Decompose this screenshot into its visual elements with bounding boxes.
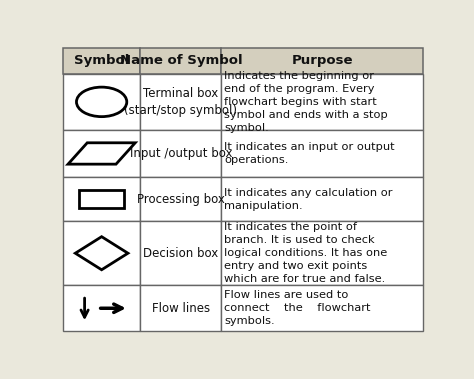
Bar <box>221 177 423 221</box>
Text: It indicates the point of
branch. It is used to check
logical conditions. It has: It indicates the point of branch. It is … <box>224 222 388 284</box>
Bar <box>63 285 140 332</box>
Text: It indicates any calculation or
manipulation.: It indicates any calculation or manipula… <box>224 188 393 211</box>
Text: Name of Symbol: Name of Symbol <box>119 55 242 67</box>
Bar <box>221 221 423 285</box>
Bar <box>221 74 423 130</box>
Bar <box>221 49 423 74</box>
Bar <box>63 221 140 285</box>
Bar <box>221 130 423 177</box>
Text: Input /output box: Input /output box <box>129 147 232 160</box>
Text: Processing box: Processing box <box>137 193 225 205</box>
Text: Purpose: Purpose <box>292 55 353 67</box>
Text: It indicates an input or output
operations.: It indicates an input or output operatio… <box>224 142 395 165</box>
Bar <box>221 285 423 332</box>
Bar <box>140 221 221 285</box>
Text: Indicates the beginning or
end of the program. Every
flowchart begins with start: Indicates the beginning or end of the pr… <box>224 71 388 133</box>
Bar <box>140 49 221 74</box>
Bar <box>63 130 140 177</box>
Bar <box>140 285 221 332</box>
Bar <box>140 74 221 130</box>
Text: Decision box: Decision box <box>143 247 219 260</box>
Text: Flow lines: Flow lines <box>152 302 210 315</box>
Bar <box>140 177 221 221</box>
Bar <box>63 74 140 130</box>
Bar <box>63 49 140 74</box>
Text: Terminal box
(start/stop symbol): Terminal box (start/stop symbol) <box>124 87 237 117</box>
Text: Symbol: Symbol <box>74 55 129 67</box>
Bar <box>63 177 140 221</box>
Bar <box>140 130 221 177</box>
Bar <box>79 190 124 208</box>
Text: Flow lines are used to
connect    the    flowchart
symbols.: Flow lines are used to connect the flowc… <box>224 290 371 326</box>
